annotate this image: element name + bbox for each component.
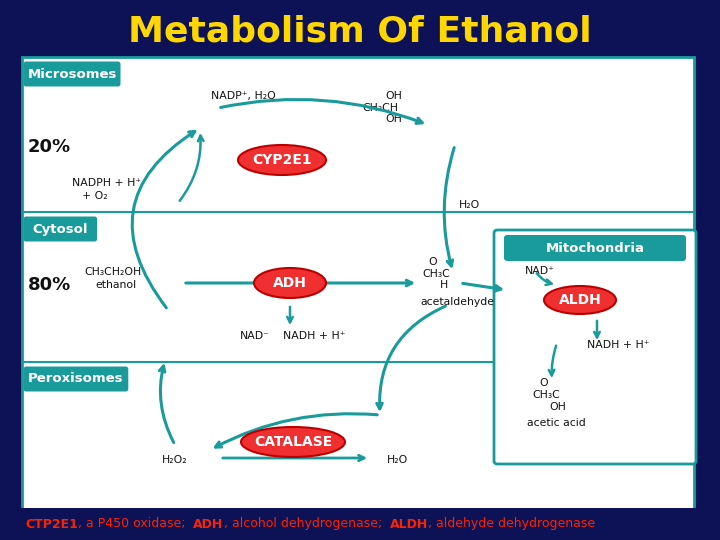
Text: CH₃C: CH₃C — [422, 269, 450, 279]
FancyBboxPatch shape — [22, 57, 694, 512]
Text: NADH + H⁺: NADH + H⁺ — [283, 331, 346, 341]
Text: OH: OH — [549, 402, 566, 412]
Text: H₂O: H₂O — [387, 455, 409, 465]
Text: ALDH: ALDH — [390, 517, 428, 530]
Text: OH: OH — [385, 91, 402, 101]
Text: H: H — [440, 280, 449, 290]
Text: CH₃CH: CH₃CH — [362, 103, 398, 113]
Text: CATALASE: CATALASE — [254, 435, 332, 449]
Ellipse shape — [544, 286, 616, 314]
Text: Peroxisomes: Peroxisomes — [28, 373, 124, 386]
Text: NAD⁺: NAD⁺ — [525, 266, 555, 276]
Text: NADP⁺, H₂O: NADP⁺, H₂O — [211, 91, 275, 101]
Text: Metabolism Of Ethanol: Metabolism Of Ethanol — [128, 15, 592, 49]
Text: acetic acid: acetic acid — [527, 418, 586, 428]
FancyBboxPatch shape — [504, 235, 686, 261]
Text: + O₂: + O₂ — [82, 191, 107, 201]
Text: NADH + H⁺: NADH + H⁺ — [587, 340, 649, 350]
Text: , aldehyde dehydrogenase: , aldehyde dehydrogenase — [428, 517, 595, 530]
Text: 80%: 80% — [28, 276, 71, 294]
Text: , a P450 oxidase;: , a P450 oxidase; — [78, 517, 194, 530]
FancyBboxPatch shape — [494, 230, 696, 464]
Text: CH₃CH₂OH: CH₃CH₂OH — [84, 267, 141, 277]
Text: NAD⁻: NAD⁻ — [240, 331, 270, 341]
Text: CH₃C: CH₃C — [532, 390, 559, 400]
Ellipse shape — [238, 145, 326, 175]
FancyBboxPatch shape — [24, 217, 97, 241]
Text: Cytosol: Cytosol — [32, 222, 88, 235]
FancyBboxPatch shape — [24, 62, 120, 86]
Text: O: O — [539, 378, 548, 388]
Text: OH: OH — [385, 114, 402, 124]
Text: Mitochondria: Mitochondria — [546, 241, 644, 254]
FancyBboxPatch shape — [0, 508, 720, 540]
FancyBboxPatch shape — [24, 367, 128, 392]
Text: CTP2E1: CTP2E1 — [25, 517, 78, 530]
Text: ALDH: ALDH — [559, 293, 601, 307]
Text: H₂O₂: H₂O₂ — [162, 455, 188, 465]
Text: ethanol: ethanol — [95, 280, 136, 290]
Text: , alcohol dehydrogenase;: , alcohol dehydrogenase; — [224, 517, 390, 530]
Ellipse shape — [241, 427, 345, 457]
Text: ADH: ADH — [273, 276, 307, 290]
Text: CYP2E1: CYP2E1 — [252, 153, 312, 167]
Text: acetaldehyde: acetaldehyde — [420, 297, 494, 307]
Text: 20%: 20% — [28, 138, 71, 156]
Text: H₂O: H₂O — [459, 200, 481, 210]
Ellipse shape — [254, 268, 326, 298]
Text: ADH: ADH — [194, 517, 224, 530]
Text: O: O — [428, 257, 436, 267]
Text: Microsomes: Microsomes — [27, 68, 117, 80]
Text: NADPH + H⁺: NADPH + H⁺ — [72, 178, 141, 188]
